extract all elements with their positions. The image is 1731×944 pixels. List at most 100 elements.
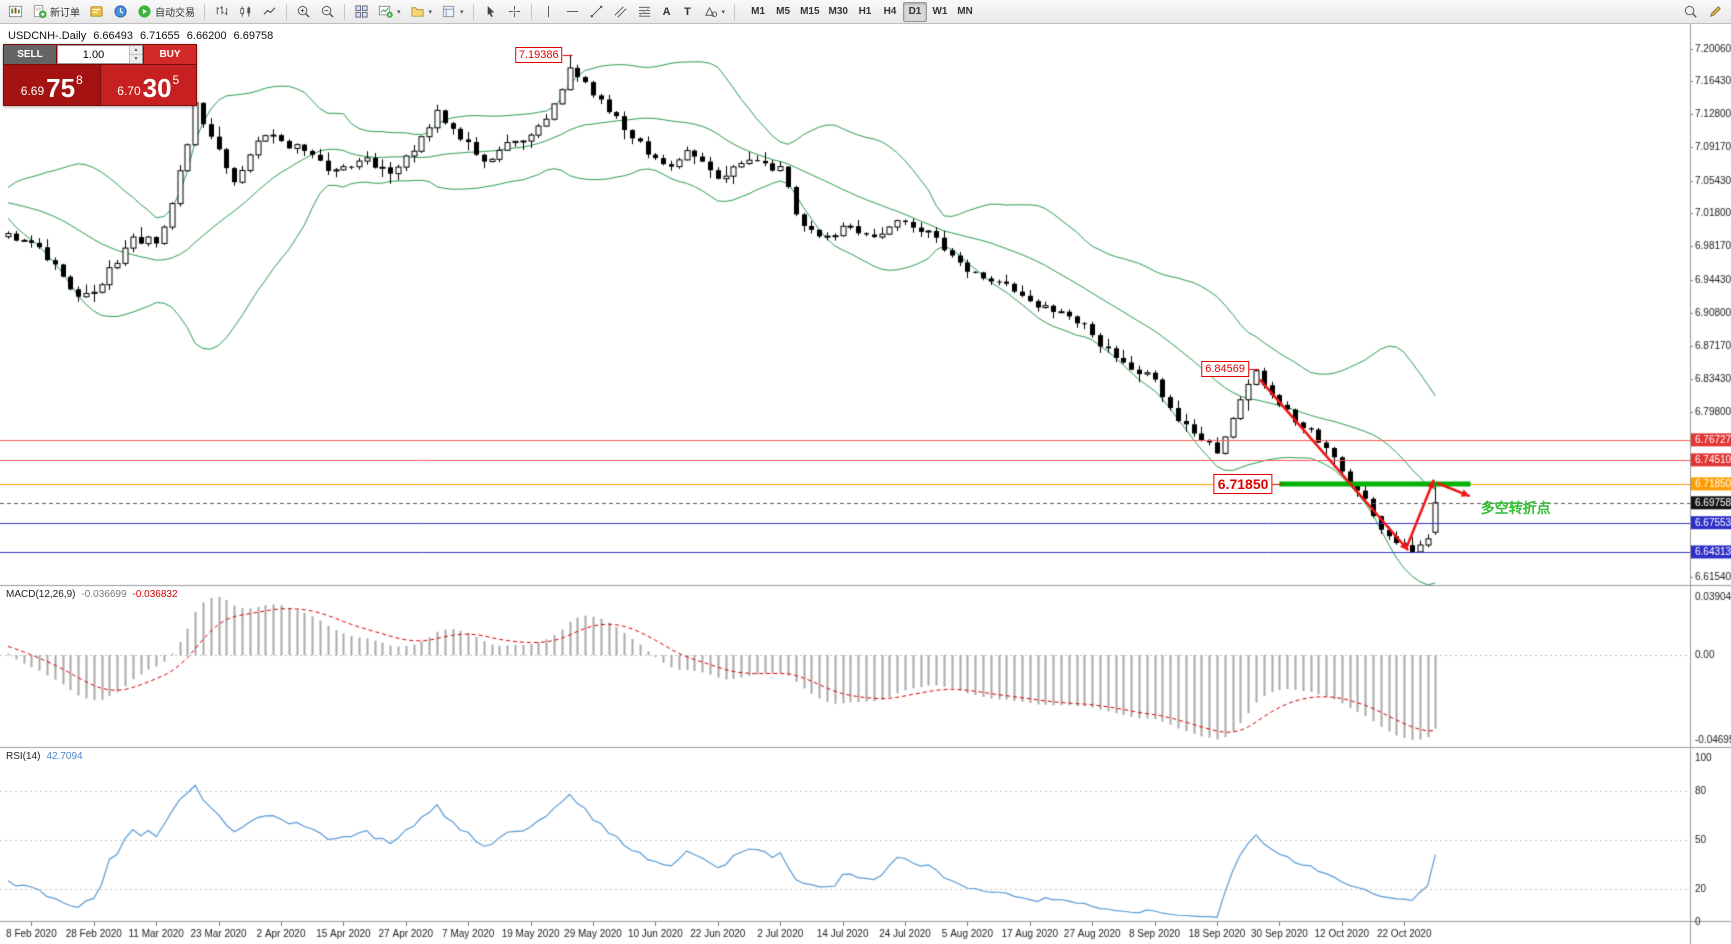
rsi-name: RSI(14)	[6, 751, 41, 762]
buy-price-button[interactable]: 6.70 30 5	[100, 65, 196, 105]
text-tool-button[interactable]: A	[657, 2, 677, 22]
new-chart-button[interactable]: ▾	[374, 2, 405, 22]
ohlc-open: 6.66493	[93, 30, 133, 42]
horizontal-line-tool-button[interactable]	[561, 2, 584, 22]
channel-tool-button[interactable]	[609, 2, 632, 22]
crosshair-icon	[508, 5, 520, 18]
chart-window-button[interactable]	[4, 2, 27, 22]
channel-icon	[614, 6, 627, 18]
market-watch-button[interactable]	[109, 2, 132, 22]
sell-button[interactable]: SELL	[4, 45, 56, 64]
line-chart-icon	[263, 7, 276, 15]
auto-trading-label: 自动交易	[155, 8, 195, 19]
search-icon	[1684, 5, 1697, 18]
ohlc-close: 6.69758	[233, 30, 274, 42]
new-order-icon	[33, 4, 47, 19]
horizontal-line-icon	[566, 11, 578, 12]
tile-windows-icon	[355, 5, 368, 18]
ohlc-high: 6.71655	[140, 30, 180, 42]
timeframe-button-m5[interactable]: M5	[771, 2, 795, 22]
volume-spinner: ▲ ▼	[129, 46, 142, 63]
metaeditor-button[interactable]	[85, 2, 108, 22]
chevron-down-icon: ▾	[721, 8, 726, 16]
sell-price-big: 75	[46, 73, 76, 103]
timeframe-button-w1[interactable]: W1	[928, 2, 952, 22]
zoom-out-button[interactable]	[316, 2, 339, 22]
vertical-line-tool-button[interactable]	[537, 2, 560, 22]
vertical-line-icon	[547, 5, 549, 18]
ohlc-low: 6.66200	[186, 30, 227, 42]
toolbar-separator	[204, 3, 205, 20]
trendline-tool-button[interactable]	[585, 2, 608, 22]
toolbar-separator	[472, 3, 474, 20]
price-callout-swing: 6.84569	[1201, 361, 1249, 378]
volume-up-button[interactable]: ▲	[130, 46, 142, 55]
chevron-down-icon: ▾	[397, 8, 401, 16]
templates-icon	[442, 5, 455, 18]
sell-price-button[interactable]: 6.69 75 8	[4, 65, 100, 105]
toolbar: 新订单 自动交易 ▾ ▾ ▾	[0, 0, 1731, 24]
candlestick-type-button[interactable]	[234, 2, 257, 22]
toolbar-separator	[530, 3, 532, 20]
volume-field: ▲ ▼	[57, 45, 143, 64]
timeframe-button-mn[interactable]: MN	[953, 2, 977, 22]
chart-title: USDCNH-.Daily 6.66493 6.71655 6.66200 6.…	[8, 30, 273, 42]
auto-trading-button[interactable]: 自动交易	[133, 2, 199, 22]
pencil-icon	[1710, 6, 1721, 17]
fibonacci-tool-button[interactable]	[633, 2, 656, 22]
label-tool-label: T	[684, 5, 691, 18]
timeframe-button-m15[interactable]: M15	[796, 2, 823, 22]
shapes-tool-button[interactable]: ▾	[699, 2, 730, 22]
edit-button[interactable]	[1704, 2, 1727, 22]
price-callout-high: 7.19386	[514, 46, 563, 63]
profiles-folder-icon	[410, 7, 424, 17]
zoom-in-icon	[297, 5, 310, 18]
macd-main-value: -0.036699	[81, 589, 127, 600]
cursor-icon	[487, 5, 494, 18]
search-button[interactable]	[1679, 2, 1702, 22]
new-order-button[interactable]: 新订单	[28, 2, 84, 22]
timeframe-button-m1[interactable]: M1	[746, 2, 770, 22]
macd-name: MACD(12,26,9)	[6, 589, 76, 600]
label-tool-button[interactable]: T	[678, 2, 698, 22]
timeframe-toolbar: M1 M5 M15 M30 H1 H4 D1 W1 MN	[746, 1, 977, 22]
rsi-indicator-label: RSI(14) 42.7094	[6, 751, 83, 762]
buy-button[interactable]: BUY	[144, 45, 196, 64]
buy-price-sup: 5	[172, 73, 180, 87]
chevron-down-icon: ▾	[428, 8, 433, 16]
cursor-button[interactable]	[479, 2, 502, 22]
buy-price-prefix: 6.70	[117, 84, 141, 98]
candlestick-chart-icon	[8, 5, 23, 18]
timeframe-button-h1[interactable]: H1	[853, 2, 877, 22]
templates-button[interactable]: ▾	[437, 2, 468, 22]
toolbar-separator	[286, 3, 287, 20]
new-chart-icon	[378, 5, 393, 18]
price-callout-pivot: 6.71850	[1213, 473, 1273, 494]
one-click-trading-panel: SELL ▲ ▼ BUY 6.69 75 8 6.70 30 5	[3, 44, 197, 106]
toolbar-separator	[344, 3, 345, 20]
timeframe-button-m30[interactable]: M30	[825, 2, 852, 22]
sell-price-sup: 8	[76, 73, 83, 87]
buy-price-big: 30	[142, 73, 172, 103]
zoom-in-button[interactable]	[292, 2, 315, 22]
crosshair-button[interactable]	[503, 2, 526, 22]
tile-windows-button[interactable]	[350, 2, 373, 22]
sell-price-prefix: 6.69	[20, 84, 45, 98]
line-chart-type-button[interactable]	[258, 2, 281, 22]
chart-annotation-text: 多空转折点	[1480, 499, 1551, 516]
timeframe-button-h4[interactable]: H4	[878, 2, 902, 22]
shapes-icon	[704, 6, 717, 18]
fibonacci-icon	[638, 6, 650, 17]
chevron-down-icon: ▾	[460, 8, 464, 16]
profiles-button[interactable]: ▾	[406, 2, 437, 22]
auto-trading-play-icon	[138, 5, 151, 18]
market-watch-icon	[114, 5, 127, 18]
macd-signal-value: -0.036832	[132, 589, 178, 600]
volume-down-button[interactable]: ▼	[130, 55, 142, 63]
timeframe-button-d1[interactable]: D1	[902, 1, 927, 22]
bar-chart-icon	[216, 5, 228, 16]
candlestick-icon	[240, 6, 251, 17]
volume-input[interactable]	[58, 46, 129, 63]
bar-chart-type-button[interactable]	[210, 2, 233, 22]
